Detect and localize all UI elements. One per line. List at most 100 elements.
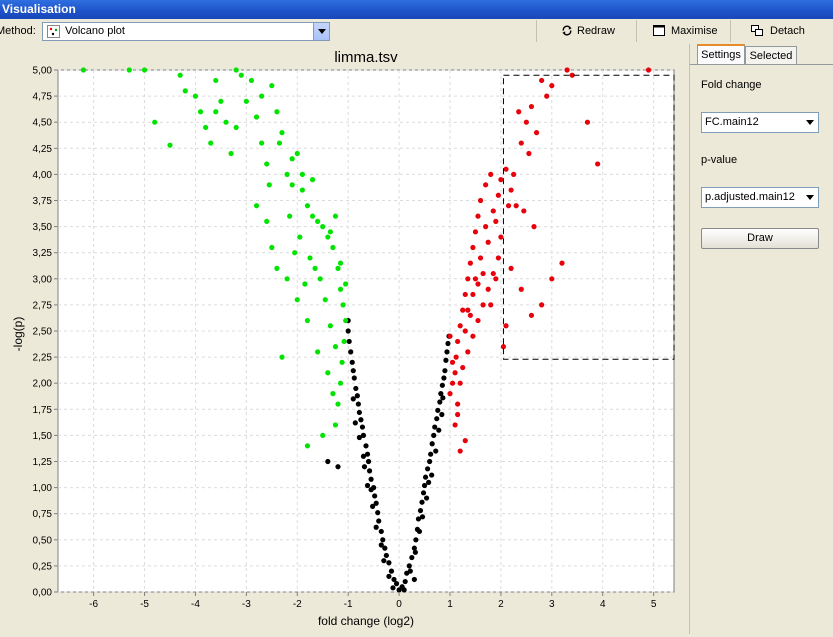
selection-box[interactable] xyxy=(502,74,675,360)
y-tick-label: 2,25 xyxy=(33,353,53,364)
x-tick-label: -1 xyxy=(344,599,353,610)
data-point-down xyxy=(233,67,239,73)
data-point-up xyxy=(564,67,570,73)
data-point-neutral xyxy=(356,434,362,441)
data-point-neutral xyxy=(437,399,443,405)
data-point-up xyxy=(569,72,575,78)
data-point-down xyxy=(320,432,326,438)
detach-button[interactable]: Detach xyxy=(730,20,833,42)
pvalue-select[interactable]: p.adjusted.main12 xyxy=(701,187,819,208)
data-point-neutral xyxy=(380,537,386,543)
toolbar: Method: Volcano plot Redraw Maximise Det xyxy=(0,19,833,45)
x-tick-label: 1 xyxy=(447,599,453,610)
data-point-up xyxy=(470,291,476,298)
volcano-chart[interactable]: -6 -5 -4 -3 -2 -1 0 1 2 3 4 5 0,00 0,25 0,50 0,75 1,00 1… xyxy=(0,44,689,634)
y-tick-label: 5,00 xyxy=(33,66,53,77)
chevron-down-icon[interactable] xyxy=(313,23,329,40)
data-point-up xyxy=(645,67,652,73)
data-point-down xyxy=(330,391,336,397)
data-point-neutral xyxy=(352,420,358,426)
data-point-neutral xyxy=(422,474,429,480)
data-point-neutral xyxy=(376,518,382,524)
data-point-neutral xyxy=(419,514,426,520)
data-point-up xyxy=(485,286,491,292)
y-tick-label: 0,75 xyxy=(33,509,53,520)
data-point-up xyxy=(508,187,514,193)
draw-button[interactable]: Draw xyxy=(701,228,819,249)
data-point-down xyxy=(152,119,158,125)
data-point-down xyxy=(213,109,219,115)
data-point-neutral xyxy=(382,545,388,551)
redraw-button[interactable]: Redraw xyxy=(536,20,636,42)
data-point-neutral xyxy=(439,411,445,418)
data-point-neutral xyxy=(381,558,387,564)
data-point-up xyxy=(533,130,540,136)
data-point-down xyxy=(203,124,209,131)
data-point-down xyxy=(320,224,326,230)
data-point-neutral xyxy=(427,458,433,465)
y-tick-label: 2,00 xyxy=(33,379,53,390)
data-point-down xyxy=(264,161,270,167)
window-titlebar: Visualisation xyxy=(0,0,833,19)
data-point-down xyxy=(315,349,321,355)
data-point-down xyxy=(304,317,311,324)
data-point-up xyxy=(470,333,476,339)
fold-change-select[interactable]: FC.main12 xyxy=(701,112,819,133)
x-tick-label: 0 xyxy=(396,599,402,610)
data-point-down xyxy=(307,255,313,261)
maximise-button[interactable]: Maximise xyxy=(636,20,730,42)
tab-settings[interactable]: Settings xyxy=(697,44,745,64)
y-tick-label: 1,75 xyxy=(33,405,53,416)
data-point-down xyxy=(340,302,346,308)
data-point-up xyxy=(452,370,458,376)
data-point-neutral xyxy=(386,560,392,566)
data-point-neutral xyxy=(431,432,437,438)
data-point-down xyxy=(312,265,318,271)
data-point-up xyxy=(460,364,466,371)
data-point-neutral xyxy=(378,528,384,535)
x-tick-label: -6 xyxy=(89,599,98,610)
x-tick-label: 2 xyxy=(498,599,504,610)
data-point-up xyxy=(465,276,471,282)
data-point-up xyxy=(503,323,509,329)
data-point-down xyxy=(223,119,229,125)
data-point-down xyxy=(294,150,300,157)
data-point-up xyxy=(457,448,463,454)
data-point-up xyxy=(470,244,476,251)
data-point-down xyxy=(327,229,333,235)
chevron-down-icon xyxy=(806,120,814,125)
data-point-neutral xyxy=(350,396,356,402)
data-point-down xyxy=(337,260,344,266)
data-point-down xyxy=(337,286,344,292)
plot-area[interactable]: -6 -5 -4 -3 -2 -1 0 1 2 3 4 5 0,00 0,25 0,50 0,75 1,00 1… xyxy=(0,44,689,634)
data-point-neutral xyxy=(433,448,439,454)
data-point-neutral xyxy=(429,472,435,478)
data-point-up xyxy=(518,286,524,292)
data-point-down xyxy=(302,281,308,287)
data-point-up xyxy=(460,307,466,313)
data-point-neutral xyxy=(383,552,389,559)
data-point-neutral xyxy=(406,563,412,569)
y-tick-label: 1,00 xyxy=(33,483,53,494)
data-point-up xyxy=(584,119,591,125)
data-point-neutral xyxy=(402,578,408,585)
data-point-down xyxy=(192,93,199,99)
window-title: Visualisation xyxy=(2,2,76,16)
data-point-up xyxy=(483,182,489,188)
tab-selected[interactable]: Selected xyxy=(745,46,797,64)
data-point-down xyxy=(233,124,239,131)
data-point-neutral xyxy=(375,510,381,516)
data-point-up xyxy=(475,317,481,324)
data-point-down xyxy=(243,98,249,104)
data-point-neutral xyxy=(354,393,360,399)
method-select[interactable]: Volcano plot xyxy=(42,22,330,41)
data-point-neutral xyxy=(423,495,430,501)
y-tick-label: 1,50 xyxy=(33,431,53,442)
y-tick-label: 4,25 xyxy=(33,144,53,155)
tab-settings-label: Settings xyxy=(701,49,741,61)
data-point-down xyxy=(337,380,344,386)
data-point-down xyxy=(304,203,311,209)
pvalue-value: p.adjusted.main12 xyxy=(705,191,795,203)
data-point-down xyxy=(292,250,298,256)
data-point-up xyxy=(462,328,468,334)
